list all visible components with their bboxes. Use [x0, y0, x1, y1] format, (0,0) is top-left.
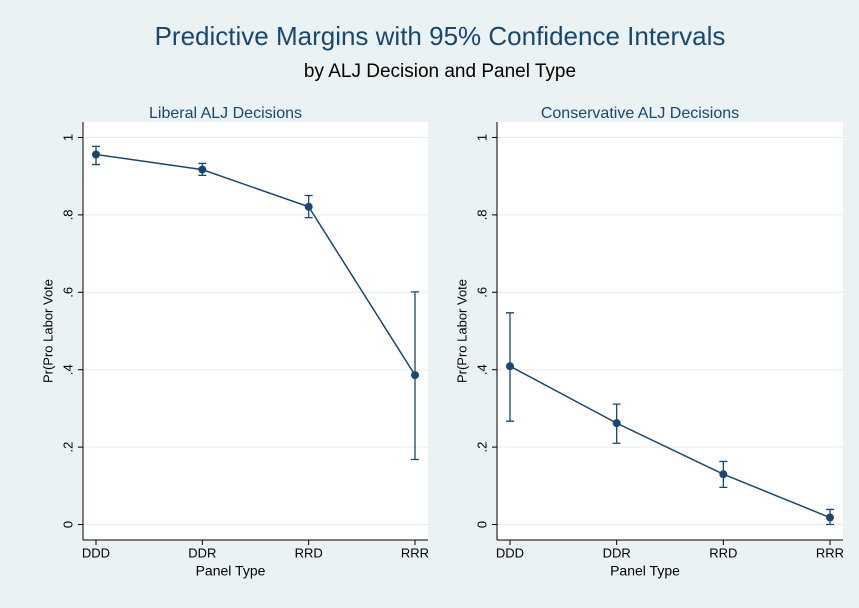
marker [612, 419, 621, 428]
x-axis-label: Panel Type [610, 563, 680, 579]
y-tick-label: 1 [474, 134, 489, 141]
x-axis-label: Panel Type [196, 563, 266, 579]
marker [92, 150, 100, 159]
y-tick-label: .4 [474, 364, 489, 375]
y-tick-label: .2 [474, 442, 489, 453]
y-tick-label: 0 [474, 521, 489, 528]
series-line [509, 365, 831, 519]
x-tick-label: RRR [816, 545, 844, 560]
y-tick-label: .8 [474, 209, 489, 220]
y-tick-label: 1 [60, 134, 75, 141]
chart-title: Predictive Margins with 95% Confidence I… [155, 21, 726, 51]
y-tick-label: .4 [60, 364, 75, 375]
marker [719, 470, 728, 479]
marker [411, 371, 419, 380]
chart-subtitle: by ALJ Decision and Panel Type [304, 61, 576, 82]
series-line [95, 153, 416, 376]
y-tick-label: .6 [474, 287, 489, 298]
marker [304, 202, 313, 211]
plot-area [83, 122, 428, 540]
panel-title: Liberal ALJ Decisions [149, 105, 302, 122]
x-tick-label: DDD [82, 545, 110, 560]
y-tick-label: .6 [60, 287, 75, 298]
y-tick-label: 0 [60, 521, 75, 528]
x-tick-label: DDR [603, 545, 631, 560]
plot-area [497, 122, 843, 540]
y-tick-label: .8 [60, 209, 75, 220]
x-tick-label: RRD [709, 545, 737, 560]
marker [198, 165, 207, 174]
y-axis-label: Pr(Pro Labor Vote [454, 279, 469, 383]
marker [826, 513, 834, 522]
y-tick-label: .2 [60, 442, 75, 453]
x-tick-label: DDR [188, 545, 216, 560]
y-axis-label: Pr(Pro Labor Vote [40, 279, 55, 383]
panel-title: Conservative ALJ Decisions [541, 105, 739, 122]
x-tick-label: RRR [401, 545, 429, 560]
marker [506, 362, 514, 371]
x-tick-label: RRD [295, 545, 323, 560]
x-tick-label: DDD [496, 545, 524, 560]
